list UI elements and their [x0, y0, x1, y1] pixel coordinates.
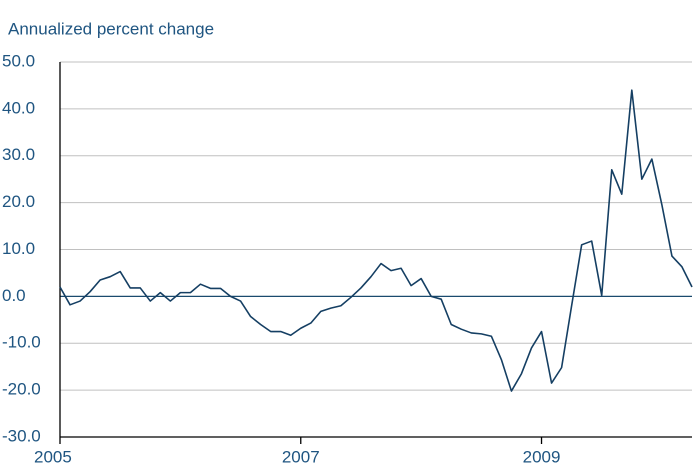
x-tick-label: 2007: [282, 447, 320, 466]
chart-title: Annualized percent change: [8, 19, 214, 38]
y-tick-label: 20.0: [2, 192, 35, 211]
x-tick-label: 2009: [523, 447, 561, 466]
y-tick-label: 0.0: [2, 286, 26, 305]
series-line: [59, 89, 693, 392]
x-tick-label: 2005: [34, 447, 72, 466]
y-tick-label: 10.0: [2, 239, 35, 258]
y-tick-label: 30.0: [2, 145, 35, 164]
y-tick-label: 40.0: [2, 98, 35, 117]
y-tick-label: -30.0: [2, 426, 41, 445]
y-tick-label: -20.0: [2, 380, 41, 399]
y-tick-label: -10.0: [2, 333, 41, 352]
y-tick-label: 50.0: [2, 51, 35, 70]
